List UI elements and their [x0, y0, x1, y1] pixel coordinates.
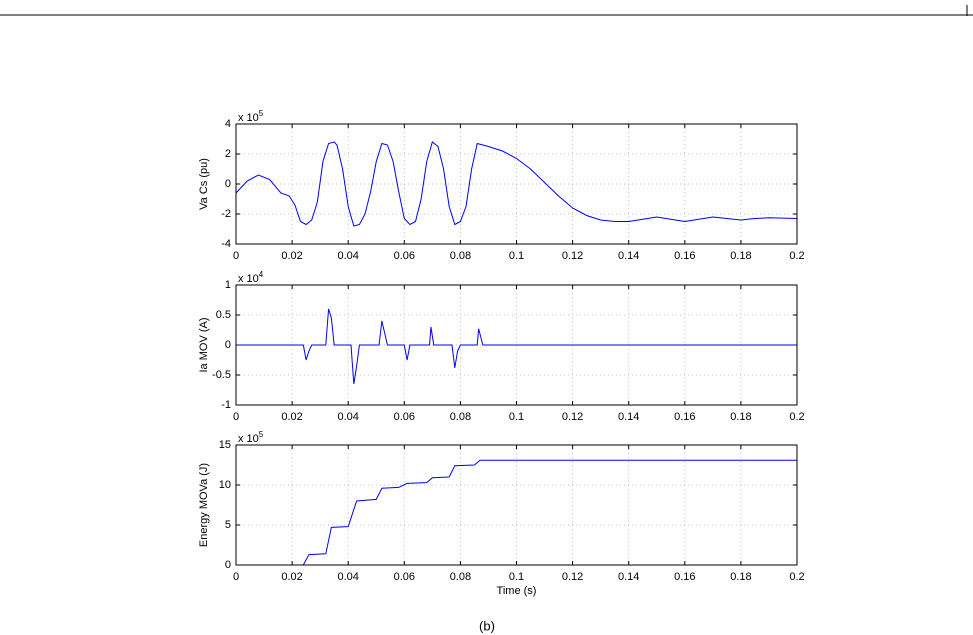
data-line — [236, 459, 797, 566]
caption: (b) — [479, 618, 495, 633]
x-tick-label: 0.12 — [562, 250, 583, 262]
x-tick-label: 0.12 — [562, 411, 583, 423]
y-axis-label: Va Cs (pu) — [198, 158, 210, 210]
y-tick-label: 15 — [219, 439, 231, 451]
x-tick-label: 0.02 — [281, 250, 302, 262]
y-tick-label: -1 — [221, 399, 231, 411]
y-tick-label: -2 — [221, 208, 231, 220]
plot-frame — [235, 284, 798, 406]
x-tick-label: 0.08 — [450, 411, 471, 423]
multiplier-exponent: 5 — [259, 430, 264, 439]
x-tick-label: 0.18 — [730, 571, 751, 583]
y-tick-label: 0 — [225, 559, 231, 571]
x-tick-label: 0.08 — [450, 571, 471, 583]
y-tick-label: 0.5 — [216, 309, 231, 321]
multiplier-base: x 10 — [238, 273, 259, 285]
plot-frame — [235, 123, 798, 245]
multiplier-base: x 10 — [238, 112, 259, 124]
x-tick-label: 0.2 — [789, 571, 804, 583]
axis-multiplier: x 105 — [238, 430, 264, 445]
x-tick-label: 0.16 — [674, 250, 695, 262]
y-tick-label: 5 — [225, 519, 231, 531]
x-tick-label: 0.1 — [509, 411, 524, 423]
x-tick-label: 0.04 — [337, 411, 358, 423]
multiplier-base: x 10 — [238, 433, 259, 445]
x-tick-label: 0 — [233, 250, 239, 262]
y-axis-label: Ia MOV (A) — [198, 317, 210, 372]
x-tick-label: 0 — [233, 411, 239, 423]
x-tick-label: 0.14 — [618, 250, 639, 262]
x-tick-label: 0.04 — [337, 571, 358, 583]
axis-multiplier: x 104 — [238, 270, 264, 285]
x-tick-label: 0.02 — [281, 571, 302, 583]
x-tick-label: 0.2 — [789, 250, 804, 262]
plot-frame — [235, 444, 798, 566]
x-tick-label: 0.12 — [562, 571, 583, 583]
x-tick-label: 0.04 — [337, 250, 358, 262]
x-tick-label: 0.16 — [674, 411, 695, 423]
axis-multiplier: x 105 — [238, 109, 264, 124]
data-line — [235, 141, 798, 227]
x-tick-label: 0 — [233, 571, 239, 583]
x-tick-label: 0.06 — [394, 571, 415, 583]
x-tick-label: 0.1 — [509, 250, 524, 262]
x-tick-label: 0.14 — [618, 411, 639, 423]
x-tick-label: 0.08 — [450, 250, 471, 262]
x-tick-label: 0.2 — [789, 411, 804, 423]
y-tick-label: 2 — [225, 148, 231, 160]
data-line — [236, 308, 797, 385]
x-tick-label: 0.1 — [509, 571, 524, 583]
multiplier-exponent: 5 — [259, 109, 264, 118]
x-tick-label: 0.16 — [674, 571, 695, 583]
y-tick-label: 1 — [225, 279, 231, 291]
y-tick-label: 10 — [219, 479, 231, 491]
y-tick-label: -0.5 — [212, 369, 231, 381]
y-tick-label: 0 — [225, 178, 231, 190]
y-tick-label: 0 — [225, 339, 231, 351]
x-axis-label: Time (s) — [497, 585, 537, 597]
y-tick-label: 4 — [225, 118, 231, 130]
x-tick-label: 0.06 — [394, 411, 415, 423]
x-tick-label: 0.14 — [618, 571, 639, 583]
x-tick-label: 0.18 — [730, 250, 751, 262]
x-tick-label: 0.18 — [730, 411, 751, 423]
x-tick-label: 0.06 — [394, 250, 415, 262]
y-axis-label: Energy MOVa (J) — [198, 463, 210, 547]
y-tick-label: -4 — [221, 238, 231, 250]
multiplier-exponent: 4 — [259, 270, 264, 279]
x-tick-label: 0.02 — [281, 411, 302, 423]
